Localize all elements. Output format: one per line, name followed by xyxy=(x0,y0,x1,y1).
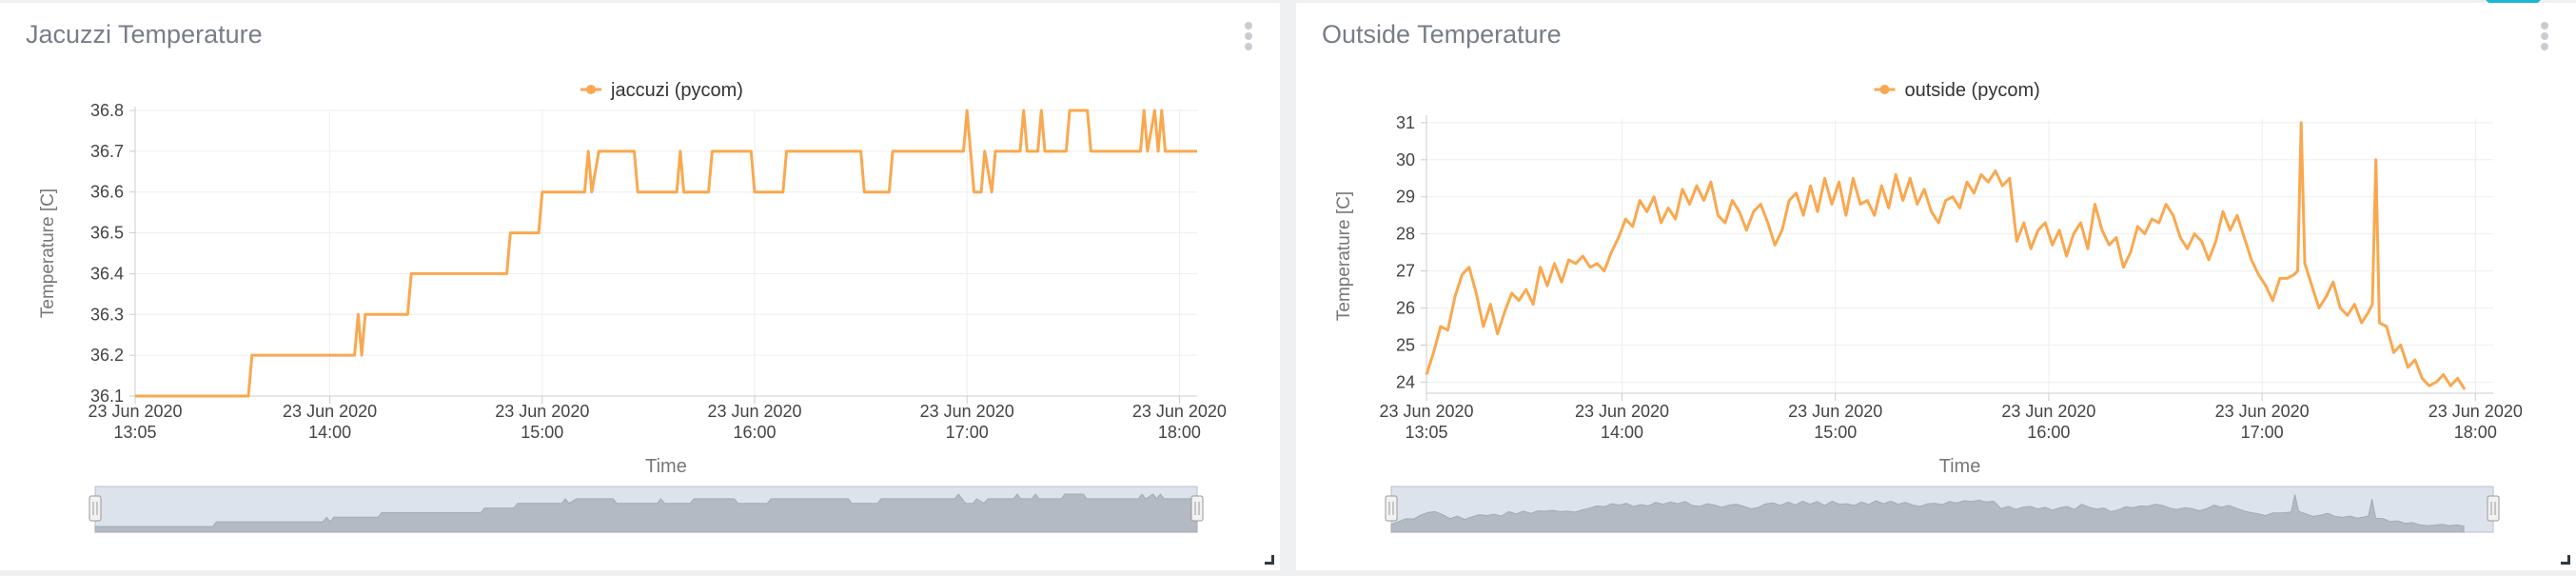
navigator-left-handle[interactable] xyxy=(1385,495,1398,522)
navigator-series xyxy=(1390,494,2465,533)
y-tick-label: 36.2 xyxy=(90,346,124,365)
y-tick-label: 30 xyxy=(1396,150,1415,169)
x-tick-label: 17:00 xyxy=(2241,423,2284,442)
panel-title: Jacuzzi Temperature xyxy=(26,20,263,49)
x-tick-label: 15:00 xyxy=(521,423,563,442)
y-tick-label: 27 xyxy=(1396,262,1415,281)
x-tick-label: 13:05 xyxy=(113,423,156,442)
y-tick-label: 24 xyxy=(1396,372,1415,391)
x-tick-date-label: 23 Jun 2020 xyxy=(283,402,377,421)
x-tick-date-label: 23 Jun 2020 xyxy=(707,402,801,421)
legend-marker xyxy=(586,85,596,94)
x-tick-date-label: 23 Jun 2020 xyxy=(920,402,1014,421)
jacuzzi-temperature-chart: 36.136.236.336.436.536.636.736.823 Jun 2… xyxy=(38,80,1227,533)
navigator xyxy=(88,486,1204,533)
handle-box xyxy=(1190,495,1204,522)
navigator-right-handle[interactable] xyxy=(1190,495,1204,522)
x-tick-date-label: 23 Jun 2020 xyxy=(88,402,182,421)
y-tick-label: 29 xyxy=(1396,188,1415,207)
x-tick-label: 16:00 xyxy=(2027,423,2070,442)
x-tick-date-label: 23 Jun 2020 xyxy=(2215,402,2310,421)
y-axis-title: Temperature [C] xyxy=(1334,191,1354,321)
legend: jaccuzi (pycom) xyxy=(580,80,743,101)
x-tick-date-label: 23 Jun 2020 xyxy=(2001,402,2095,421)
x-tick-label: 18:00 xyxy=(2454,423,2497,442)
y-tick-label: 36.6 xyxy=(90,183,124,202)
x-tick-label: 13:05 xyxy=(1405,423,1447,442)
x-tick-date-label: 23 Jun 2020 xyxy=(495,402,589,421)
y-tick-label: 28 xyxy=(1396,225,1415,244)
x-axis: 23 Jun 2020 13:05 23 Jun 2020 14:00 23 Jun 2… xyxy=(1379,119,2523,442)
x-tick-date-label: 23 Jun 2020 xyxy=(1379,402,1473,421)
x-tick-label: 14:00 xyxy=(1601,423,1643,442)
handle-box xyxy=(2487,495,2500,522)
x-tick-label: 15:00 xyxy=(1814,423,1857,442)
x-tick-label: 14:00 xyxy=(308,423,351,442)
y-axis: 24 25 26 27 28 29 30 31 xyxy=(1396,113,2493,391)
x-tick-label: 18:00 xyxy=(1158,423,1201,442)
y-tick-label: 36.4 xyxy=(90,264,124,283)
kebab-menu-icon[interactable] xyxy=(2540,22,2549,50)
x-tick-label: 17:00 xyxy=(946,423,989,442)
handle-box xyxy=(88,495,102,522)
navigator-right-handle[interactable] xyxy=(2487,495,2500,522)
kebab-menu-icon[interactable] xyxy=(1244,22,1253,50)
legend-label: jaccuzi (pycom) xyxy=(610,80,743,101)
jacuzzi-temperature-panel: Jacuzzi Temperature 36.1 36.2 36.3 36.4 36.5… xyxy=(0,3,1280,570)
y-tick-label: 31 xyxy=(1396,113,1415,132)
y-axis-title: Temperature [C] xyxy=(38,189,58,318)
resize-handle-icon[interactable] xyxy=(2561,555,2570,565)
navigator-series xyxy=(94,493,1198,533)
panel-title: Outside Temperature xyxy=(1322,20,1562,49)
y-tick-label: 36.3 xyxy=(90,305,124,324)
series-line xyxy=(135,109,1197,398)
navigator xyxy=(1385,486,2500,533)
y-tick-label: 36.8 xyxy=(90,101,124,120)
x-tick-date-label: 23 Jun 2020 xyxy=(1132,402,1227,421)
resize-handle-icon[interactable] xyxy=(1265,555,1274,565)
x-axis-title: Time xyxy=(1939,456,1981,477)
x-tick-date-label: 23 Jun 2020 xyxy=(2429,402,2523,421)
x-axis-title: Time xyxy=(645,456,687,477)
x-tick-date-label: 23 Jun 2020 xyxy=(1575,402,1669,421)
y-tick-label: 36.1 xyxy=(90,387,124,406)
x-axis: 23 Jun 2020 13:05 23 Jun 2020 14:00 23 Jun 2… xyxy=(88,110,1227,442)
y-tick-label: 26 xyxy=(1396,298,1415,317)
legend-marker xyxy=(1879,85,1890,94)
y-tick-label: 36.5 xyxy=(90,224,124,243)
legend: outside (pycom) xyxy=(1874,80,2040,101)
x-tick-label: 16:00 xyxy=(733,423,776,442)
outside-temperature-panel: Outside Temperature 24 25 26 27 28 29 30 31 23 J… xyxy=(1296,3,2576,570)
series-line xyxy=(1425,121,2467,390)
navigator-left-handle[interactable] xyxy=(88,495,102,522)
y-axis: 36.1 36.2 36.3 36.4 36.5 36.6 36.7 36.8 xyxy=(90,101,1197,406)
x-tick-date-label: 23 Jun 2020 xyxy=(1788,402,1882,421)
y-tick-label: 25 xyxy=(1396,335,1415,354)
legend-label: outside (pycom) xyxy=(1905,80,2040,101)
handle-box xyxy=(1385,495,1398,522)
y-tick-label: 36.7 xyxy=(90,142,124,161)
